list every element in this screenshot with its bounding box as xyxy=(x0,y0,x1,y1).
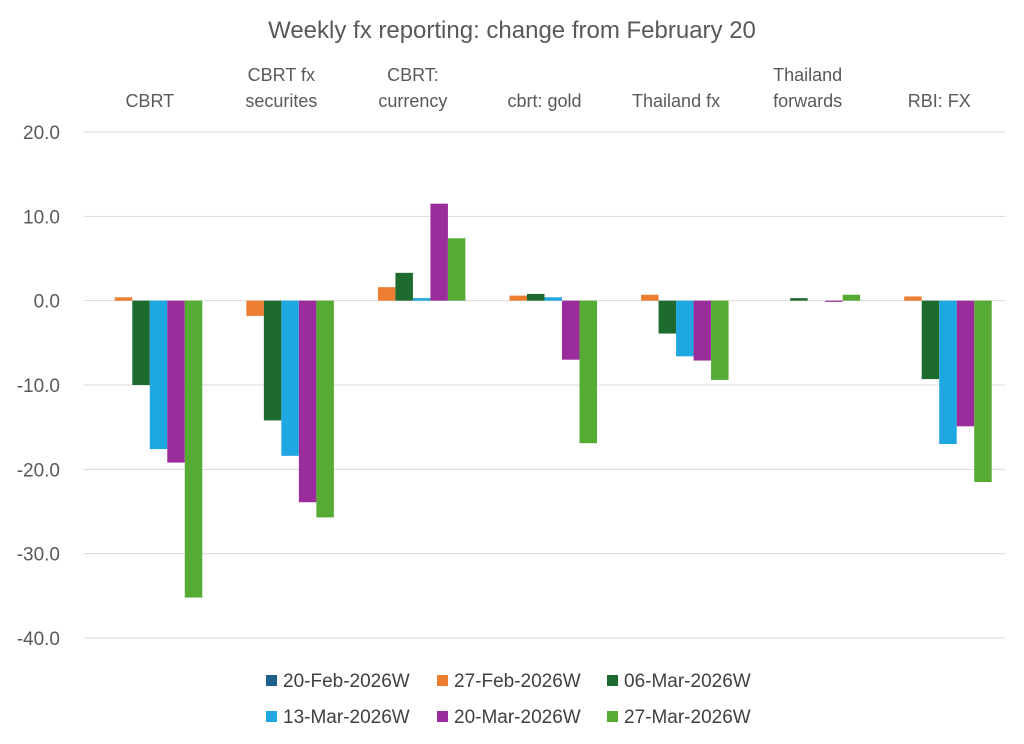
legend-item: 20-Mar-2026W xyxy=(437,707,581,728)
legend-item: 27-Mar-2026W xyxy=(607,707,751,728)
bar xyxy=(956,300,975,427)
bar xyxy=(711,300,729,380)
bar xyxy=(377,287,396,301)
bar xyxy=(263,300,282,421)
legend-item: 06-Mar-2026W xyxy=(607,671,751,692)
bar xyxy=(281,300,299,456)
category-label: CBRT fx securites xyxy=(245,65,317,111)
y-tick-label: -10.0 xyxy=(17,376,60,397)
bar xyxy=(825,300,843,302)
bar xyxy=(132,300,150,385)
legend-label: 13-Mar-2026W xyxy=(283,707,410,728)
legend-item: 13-Mar-2026W xyxy=(266,707,410,728)
category-label: CBRT xyxy=(125,91,174,111)
bar xyxy=(579,300,597,444)
bar xyxy=(246,300,264,316)
bar xyxy=(904,296,922,301)
bar xyxy=(562,300,580,360)
legend-label: 20-Feb-2026W xyxy=(283,671,410,692)
bar xyxy=(974,300,992,482)
legend-label: 27-Feb-2026W xyxy=(454,671,581,692)
bar xyxy=(149,300,168,450)
bar xyxy=(921,300,940,380)
legend-swatch xyxy=(437,711,448,722)
bar xyxy=(676,300,694,357)
bar xyxy=(939,300,957,445)
bar xyxy=(114,297,133,301)
legend-swatch xyxy=(437,675,448,686)
bar xyxy=(842,294,861,301)
bar xyxy=(658,300,677,334)
bar xyxy=(790,298,808,301)
bar xyxy=(447,238,466,301)
legend-swatch xyxy=(607,711,618,722)
legend-item: 20-Feb-2026W xyxy=(266,671,410,692)
bar xyxy=(527,293,545,301)
category-label: Thailand fx xyxy=(632,91,720,111)
bar xyxy=(167,300,185,463)
legend-swatch xyxy=(607,675,618,686)
bars xyxy=(114,203,992,598)
y-tick-label: -40.0 xyxy=(17,629,60,650)
bar xyxy=(298,300,317,503)
category-label: Thailand forwards xyxy=(773,65,842,111)
y-tick-label: -30.0 xyxy=(17,545,60,566)
legend-item: 27-Feb-2026W xyxy=(437,671,581,692)
bar xyxy=(641,294,659,301)
bar xyxy=(430,203,448,301)
bar xyxy=(509,295,527,301)
bar xyxy=(395,272,413,301)
legend-label: 20-Mar-2026W xyxy=(454,707,581,728)
y-tick-label: 10.0 xyxy=(23,207,60,228)
chart-title: Weekly fx reporting: change from Februar… xyxy=(268,17,756,44)
legend-swatch xyxy=(266,675,277,686)
legend: 20-Feb-2026W 27-Feb-2026W 06-Mar-2026W 13-M… xyxy=(266,671,751,728)
gridlines xyxy=(84,131,1005,639)
category-labels: CBRT CBRT fx securites CBRT: currency cbrt: g… xyxy=(125,65,970,111)
legend-label: 27-Mar-2026W xyxy=(624,707,751,728)
bar xyxy=(412,298,431,301)
y-tick-label: 0.0 xyxy=(34,292,60,313)
y-tick-label: 20.0 xyxy=(23,123,60,144)
bar xyxy=(693,300,712,361)
legend-label: 06-Mar-2026W xyxy=(624,671,751,692)
category-label: RBI: FX xyxy=(908,91,971,111)
category-label: cbrt: gold xyxy=(507,91,581,111)
legend-swatch xyxy=(266,711,277,722)
y-tick-label: -20.0 xyxy=(17,460,60,481)
bar xyxy=(184,300,203,598)
category-label: CBRT: currency xyxy=(378,65,447,111)
bar xyxy=(544,297,562,301)
y-axis-ticks: 20.0 10.0 0.0 -10.0 -20.0 -30.0 -40.0 xyxy=(17,123,60,650)
bar xyxy=(316,300,334,518)
